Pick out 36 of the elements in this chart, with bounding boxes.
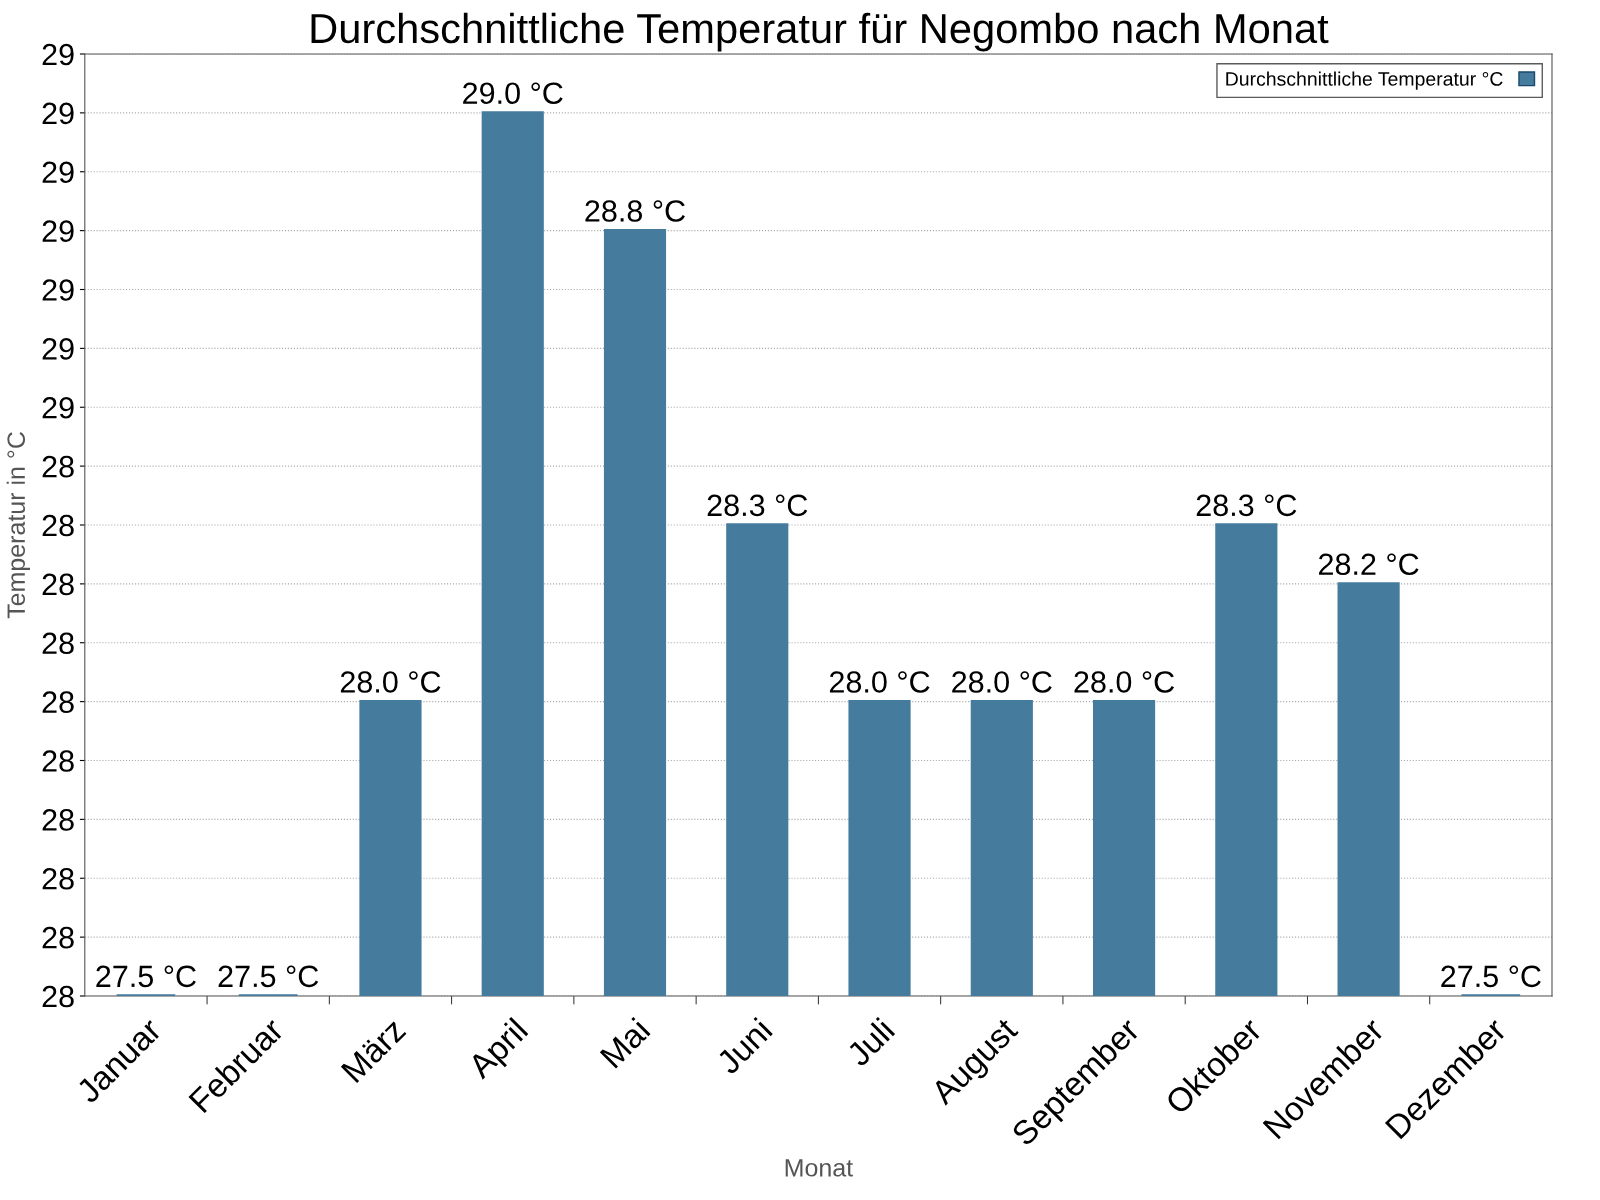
y-tick-label: 28 bbox=[42, 809, 74, 831]
y-tick-label: 28 bbox=[42, 573, 74, 596]
y-tick-label: 28 bbox=[42, 514, 74, 537]
data-label: 28.3 °C bbox=[1196, 494, 1297, 517]
x-tick-label: Juli bbox=[844, 1017, 896, 1068]
y-tick-label: 28 bbox=[42, 455, 74, 478]
y-tick-label: 28 bbox=[42, 691, 74, 713]
x-tick-label: Mai bbox=[598, 1017, 651, 1069]
y-tick-label: 29 bbox=[42, 338, 74, 360]
data-label: 27.5 °C bbox=[96, 965, 196, 988]
y-tick-label: 29 bbox=[42, 102, 74, 125]
data-label: 28.2 °C bbox=[1319, 553, 1419, 576]
x-tick-label: Juni bbox=[714, 1017, 773, 1076]
y-tick-label: 29 bbox=[42, 396, 74, 419]
data-label: 28.0 °C bbox=[952, 671, 1052, 693]
y-tick-label: 29 bbox=[42, 43, 74, 66]
y-axis-title: Temperatur in °C bbox=[6, 432, 30, 619]
y-tick-label: 28 bbox=[42, 750, 74, 772]
y-tick-label: 28 bbox=[42, 926, 74, 949]
data-label: 28.0 °C bbox=[1074, 671, 1175, 693]
y-tick-label: 28 bbox=[42, 867, 74, 890]
data-label: 28.0 °C bbox=[829, 671, 930, 693]
data-label: 29.0 °C bbox=[463, 82, 563, 105]
y-tick-label: 29 bbox=[42, 279, 74, 301]
y-tick-label: 28 bbox=[42, 985, 74, 1008]
chart-title: Durchschnittliche Temperatur für Negombo nach Monat bbox=[311, 12, 1329, 52]
data-label: 28.8 °C bbox=[585, 200, 685, 222]
data-label: 28.3 °C bbox=[707, 494, 808, 517]
legend-label: Durchschnittliche Temperatur °C bbox=[1226, 71, 1503, 90]
y-tick-label: 29 bbox=[42, 220, 74, 242]
y-tick-label: 29 bbox=[42, 161, 74, 184]
y-tick-label: 28 bbox=[42, 632, 74, 655]
x-axis-title: Monat bbox=[785, 1159, 853, 1177]
data-label: 28.0 °C bbox=[340, 671, 441, 693]
data-label: 27.5 °C bbox=[1441, 965, 1541, 988]
data-label: 27.5 °C bbox=[218, 965, 319, 988]
